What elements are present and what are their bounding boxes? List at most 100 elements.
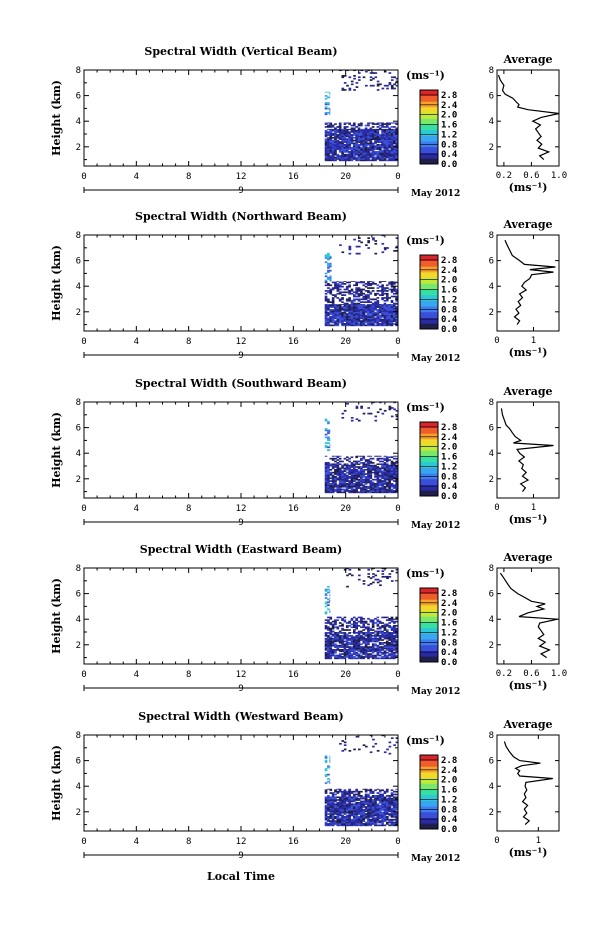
heatmap-cell: [348, 247, 352, 249]
heatmap-cell: [343, 647, 347, 650]
heatmap-cell: [352, 324, 356, 327]
heatmap-cell: [329, 480, 333, 482]
heatmap-cell: [383, 654, 387, 657]
heatmap-cell: [334, 153, 337, 156]
heatmap-cell: [350, 131, 354, 134]
heatmap-cell: [329, 808, 333, 811]
heatmap-cell: [362, 142, 366, 145]
heatmap-cell: [395, 629, 399, 631]
heatmap-cell: [336, 487, 340, 489]
heatmap-cell: [367, 646, 370, 648]
heatmap-cell: [341, 134, 344, 136]
heatmap-cell: [362, 295, 366, 298]
heatmap-cell: [327, 131, 330, 134]
heatmap-cell: [350, 803, 354, 806]
heatmap-cell: [355, 657, 359, 660]
average-y-tick-label: 4: [489, 449, 494, 459]
heatmap-cell: [324, 445, 328, 447]
heatmap-cell: [352, 630, 356, 633]
heatmap-cell: [393, 122, 396, 124]
heatmap-cell: [341, 640, 344, 643]
heatmap-cell: [367, 630, 370, 633]
heatmap-cell: [355, 477, 359, 480]
heatmap-cell: [348, 151, 351, 153]
heatmap-cell: [383, 123, 387, 125]
heatmap-cell: [352, 820, 356, 822]
heatmap-cell: [350, 127, 354, 130]
heatmap-cell: [355, 455, 359, 457]
heatmap-cell: [329, 301, 333, 304]
heatmap-cell: [357, 299, 361, 302]
heatmap-cell: [385, 320, 389, 322]
heatmap-cell: [324, 313, 328, 315]
heatmap-cell: [329, 651, 333, 654]
heatmap-cell: [378, 627, 382, 630]
heatmap-cell: [367, 124, 370, 127]
heatmap-cell: [352, 146, 356, 149]
heatmap-cell: [362, 491, 366, 494]
heatmap-cell: [334, 477, 337, 480]
heatmap-cell: [338, 818, 342, 821]
heatmap-cell: [331, 793, 335, 796]
heatmap-cell: [364, 294, 368, 296]
heatmap-cell: [388, 304, 391, 306]
heatmap-cell: [383, 811, 387, 814]
heatmap-cell: [334, 634, 337, 637]
heatmap-cell: [388, 310, 391, 313]
x-tick-label: 0: [81, 837, 86, 847]
heatmap-cell: [331, 643, 335, 646]
heatmap-cell: [327, 462, 330, 464]
heatmap-cell: [355, 292, 359, 295]
heatmap-cell: [371, 795, 375, 797]
heatmap-cell: [383, 320, 387, 322]
heatmap-cell: [341, 646, 344, 648]
heatmap-cell: [367, 462, 370, 464]
heatmap-cell: [364, 650, 368, 653]
y-axis-label: Height (km): [50, 80, 63, 156]
heatmap-cell: [367, 131, 370, 134]
heatmap-cell: [331, 321, 335, 324]
heatmap-cell: [362, 323, 366, 325]
heatmap-cell: [388, 123, 391, 125]
colorbar-tick-label: 2.8: [441, 589, 457, 599]
heatmap-cell: [374, 468, 377, 471]
heatmap-cell: [336, 788, 340, 790]
heatmap-cell: [355, 295, 359, 298]
heatmap-cell: [383, 152, 387, 155]
heatmap-cell: [345, 151, 349, 153]
heatmap-cell: [378, 654, 382, 657]
heatmap-cell: [383, 817, 387, 820]
heatmap-cell: [350, 304, 354, 307]
heatmap-cell: [388, 650, 391, 653]
heatmap-cell: [390, 135, 394, 138]
heatmap-cell: [355, 156, 359, 159]
heatmap-cell: [352, 304, 356, 307]
heatmap-cell: [345, 477, 349, 480]
heatmap-cell: [357, 817, 361, 820]
heatmap-cell: [355, 310, 359, 313]
heatmap-cell: [334, 156, 337, 159]
heatmap-cell: [327, 283, 330, 285]
heatmap-cell: [338, 470, 342, 473]
heatmap-cell: [371, 467, 375, 470]
heatmap-cell: [334, 622, 337, 624]
heatmap-cell: [369, 283, 373, 285]
heatmap-cell: [376, 480, 380, 482]
heatmap-cell: [385, 159, 389, 162]
heatmap-cell: [357, 481, 361, 484]
heatmap-cell: [393, 491, 396, 494]
heatmap-cell: [376, 619, 380, 622]
heatmap-cell: [364, 324, 368, 327]
heatmap-cell: [338, 134, 342, 136]
heatmap-cell: [327, 122, 330, 124]
heatmap-cell: [334, 790, 337, 793]
heatmap-cell: [385, 816, 389, 818]
heatmap-cell: [374, 647, 377, 650]
heatmap-cell: [388, 657, 391, 660]
heatmap-cell: [376, 475, 380, 478]
heatmap-cell: [378, 480, 382, 482]
heatmap-cell: [395, 788, 399, 790]
heatmap-cell: [348, 641, 351, 644]
heatmap-cell: [324, 478, 328, 481]
heatmap-cell: [331, 299, 335, 302]
